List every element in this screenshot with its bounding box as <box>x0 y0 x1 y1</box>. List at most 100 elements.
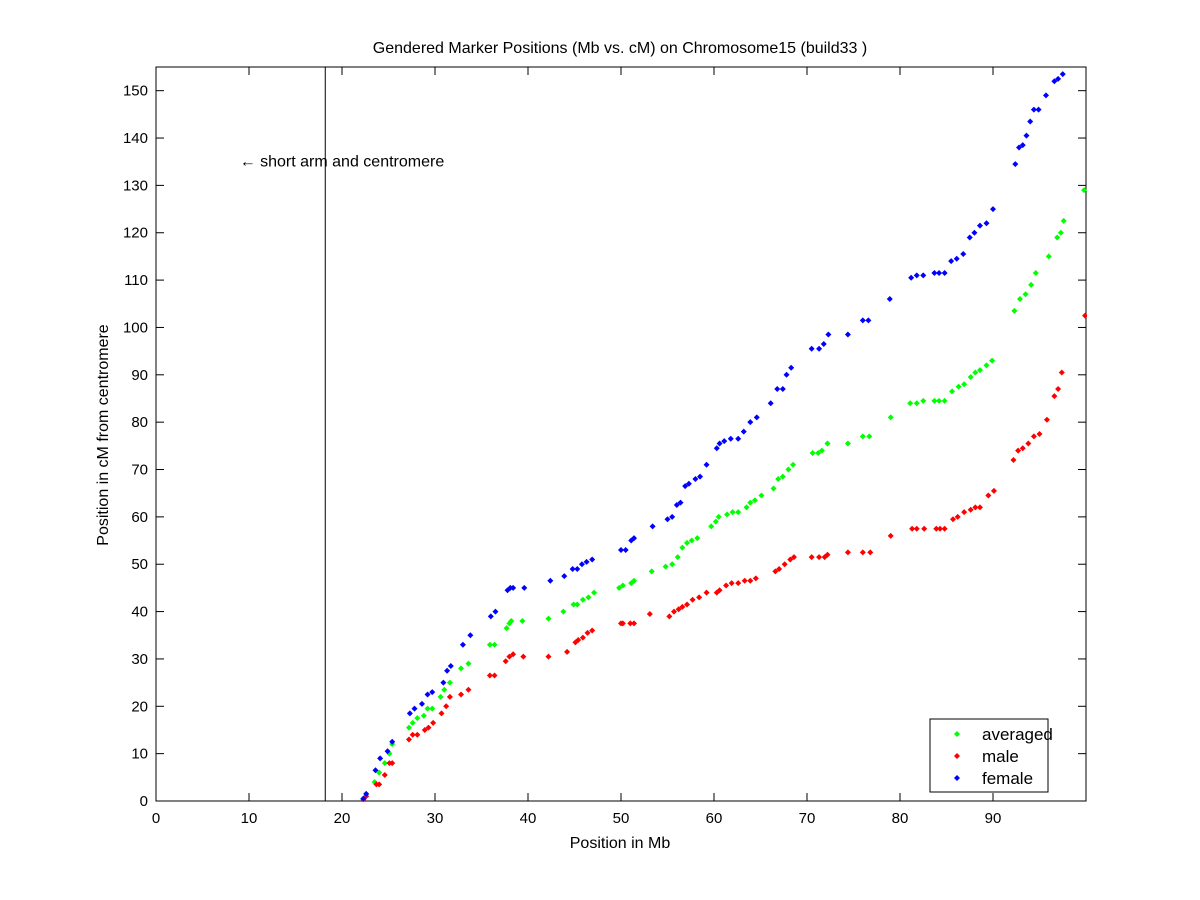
y-tick-label: 110 <box>124 272 148 289</box>
data-point-averaged <box>560 608 567 615</box>
data-point-female <box>948 258 955 265</box>
data-point-male <box>787 556 794 563</box>
y-tick-label: 20 <box>131 698 148 715</box>
data-point-male <box>506 653 513 660</box>
data-point-averaged <box>967 374 974 381</box>
x-tick-label: 50 <box>613 810 630 827</box>
data-point-averaged <box>679 544 686 551</box>
data-point-male <box>913 525 920 532</box>
data-point-male <box>735 580 742 587</box>
data-point-female <box>1051 78 1058 85</box>
data-point-female <box>713 445 720 452</box>
data-point-averaged <box>694 535 701 542</box>
data-point-female <box>418 700 425 707</box>
data-point-averaged <box>688 537 695 544</box>
data-point-female <box>820 341 827 348</box>
data-point-averaged <box>503 625 510 632</box>
data-point-averaged <box>735 509 742 516</box>
data-point-female <box>735 435 742 442</box>
data-point-averaged <box>1081 187 1087 194</box>
data-point-averaged <box>949 388 956 395</box>
data-point-male <box>579 634 586 641</box>
data-point-averaged <box>989 357 996 364</box>
y-axis-title: Position in cM from centromere <box>95 324 112 546</box>
data-point-averaged <box>976 367 983 374</box>
data-point-male <box>675 606 682 613</box>
data-point-female <box>440 679 447 686</box>
data-point-male <box>867 549 874 556</box>
data-point-averaged <box>424 705 431 712</box>
data-point-averaged <box>972 369 979 376</box>
data-point-male <box>909 525 916 532</box>
data-point-averaged <box>747 499 754 506</box>
data-point-female <box>936 269 943 276</box>
y-tick-label: 80 <box>131 414 148 431</box>
data-point-averaged <box>631 577 638 584</box>
data-point-averaged <box>712 518 719 525</box>
data-point-female <box>920 272 927 279</box>
data-point-female <box>424 691 431 698</box>
data-point-averaged <box>465 660 472 667</box>
data-point-averaged <box>790 461 797 468</box>
annotation-short-arm: ← short arm and centromere <box>240 154 445 171</box>
data-point-averaged <box>1057 229 1064 236</box>
y-tick-label: 70 <box>131 462 148 479</box>
data-point-male <box>844 549 851 556</box>
data-point-averaged <box>619 582 626 589</box>
data-point-averaged <box>1028 281 1035 288</box>
x-tick-label: 80 <box>892 810 909 827</box>
data-point-female <box>976 222 983 229</box>
data-point-male <box>627 620 634 627</box>
legend-box <box>929 718 1049 793</box>
data-point-averaged <box>715 513 722 520</box>
y-tick-label: 60 <box>131 509 148 526</box>
y-tick-label: 50 <box>131 556 148 573</box>
data-point-female <box>589 556 596 563</box>
data-point-female <box>447 663 454 670</box>
data-point-male <box>941 525 948 532</box>
data-point-male <box>936 525 943 532</box>
data-point-male <box>703 589 710 596</box>
data-point-male <box>752 575 759 582</box>
data-point-averaged <box>859 433 866 440</box>
data-point-averaged <box>751 497 758 504</box>
data-point-male <box>414 731 421 738</box>
data-point-averaged <box>729 509 736 516</box>
data-point-averaged <box>1011 307 1018 314</box>
data-point-male <box>1058 369 1065 376</box>
data-point-female <box>682 483 689 490</box>
data-point-female <box>372 767 379 774</box>
data-point-male <box>684 601 691 608</box>
data-point-female <box>727 435 734 442</box>
data-point-averaged <box>414 715 421 722</box>
x-tick-label: 10 <box>241 810 258 827</box>
x-tick-label: 20 <box>334 810 351 827</box>
data-point-female <box>377 755 384 762</box>
data-point-averaged <box>907 400 914 407</box>
data-point-male <box>816 554 823 561</box>
data-point-male <box>954 513 961 520</box>
data-point-female <box>487 613 494 620</box>
data-point-male <box>1025 440 1032 447</box>
data-point-female <box>697 473 704 480</box>
data-point-female <box>1043 92 1050 99</box>
data-point-female <box>859 317 866 324</box>
data-point-female <box>908 274 915 281</box>
data-point-male <box>921 525 928 532</box>
data-point-averaged <box>775 475 782 482</box>
data-point-averaged <box>437 693 444 700</box>
data-point-male <box>985 492 992 499</box>
data-point-averaged <box>941 397 948 404</box>
data-point-female <box>685 480 692 487</box>
data-point-female <box>825 331 832 338</box>
data-point-averaged <box>381 760 388 767</box>
data-point-averaged <box>824 440 831 447</box>
data-point-male <box>859 549 866 556</box>
data-point-female <box>561 573 568 580</box>
data-point-male <box>790 554 797 561</box>
data-point-averaged <box>420 712 427 719</box>
data-point-averaged <box>785 466 792 473</box>
data-point-female <box>673 502 680 509</box>
data-point-male <box>689 596 696 603</box>
data-point-averaged <box>815 449 822 456</box>
